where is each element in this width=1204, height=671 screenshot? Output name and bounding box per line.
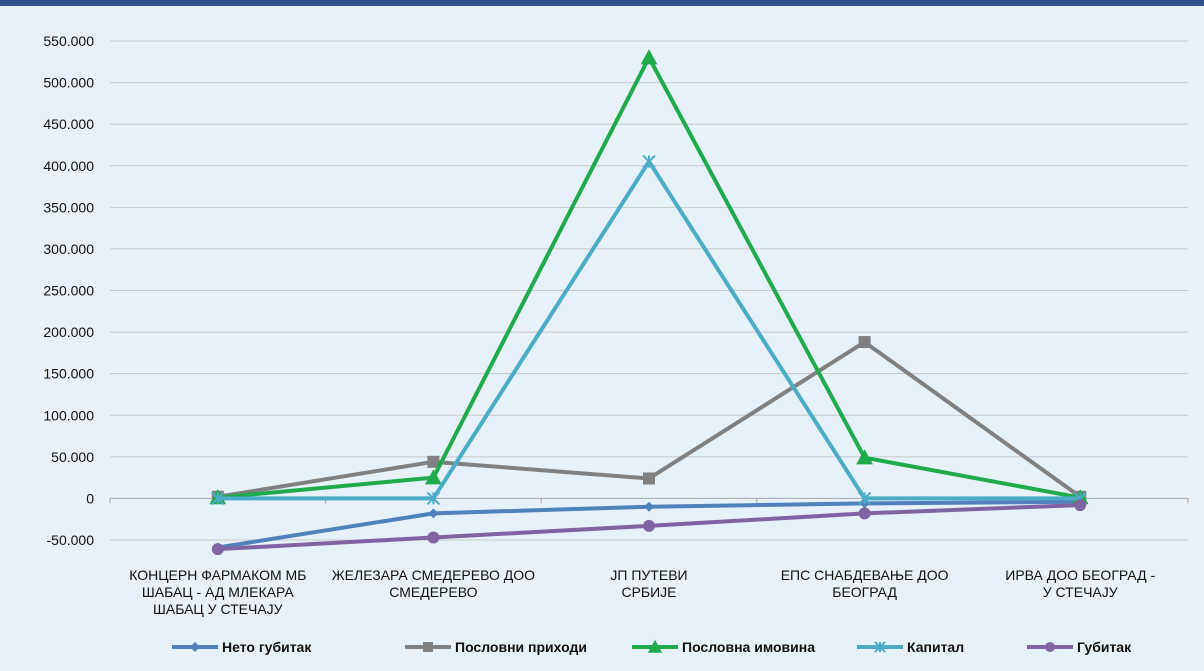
x-category-label: КОНЦЕРН ФАРМАКОМ МБ ШАБАЦ - АД МЛЕКАРА ШАБ… [129, 567, 306, 617]
y-tick-label: 250.000 [43, 283, 94, 299]
top-border [0, 0, 1204, 6]
y-tick-label: 550.000 [43, 33, 94, 49]
y-tick-label: -50.000 [47, 532, 95, 548]
data-point [427, 531, 440, 544]
y-tick-label: 100.000 [43, 407, 94, 423]
legend-label: Капитал [907, 639, 964, 655]
series-group [211, 499, 1087, 556]
series-line [217, 159, 1081, 501]
data-point [211, 491, 225, 506]
y-tick-label: 0 [86, 490, 94, 506]
legend-item: Пословни приходи [405, 639, 587, 655]
data-point [425, 469, 442, 485]
legend-item: Губитак [1027, 639, 1132, 655]
data-point [874, 641, 886, 653]
data-point [1045, 642, 1055, 652]
y-tick-label: 200.000 [43, 324, 94, 340]
data-point [643, 472, 655, 485]
legend-label: Нето губитак [222, 639, 312, 655]
legend-label: Пословна имовина [682, 639, 815, 655]
data-point [427, 455, 440, 468]
x-category-label: ИРВА ДОО БЕОГРАД -У СТЕЧАЈУ [1005, 567, 1155, 600]
legend: Нето губитак Пословни приходи Пословна имо… [172, 639, 1132, 655]
x-category-label: ЖЕЛЕЗАРА СМЕДЕРЕВО ДОО СМЕДЕРЕВО [332, 567, 535, 600]
legend-label: Губитак [1077, 639, 1132, 655]
data-point [190, 642, 200, 652]
legend-item: Капитал [857, 639, 964, 655]
data-point [642, 154, 656, 169]
y-tick-label: 50.000 [51, 449, 94, 465]
data-point [857, 491, 872, 506]
y-tick-label: 500.000 [43, 75, 94, 91]
series-group [211, 154, 1087, 506]
y-tick-label: 300.000 [43, 241, 94, 257]
data-point [644, 501, 654, 512]
data-point [428, 508, 439, 519]
x-category-label: ЕПС СНАБДЕВАЊЕ ДОО БЕОГРАД [781, 567, 949, 600]
series-group [209, 49, 1089, 505]
data-point [426, 491, 441, 506]
data-point [211, 543, 224, 556]
y-tick-label: 450.000 [43, 116, 94, 132]
data-point [647, 639, 663, 653]
y-axis: -50.000 0 50.000 100.000 150.000 200.000 250.0… [43, 33, 94, 548]
x-axis: КОНЦЕРН ФАРМАКОМ МБ ШАБАЦ - АД МЛЕКАРА ШАБ… [109, 498, 1189, 617]
gridlines [110, 40, 1188, 541]
legend-item: Пословна имовина [632, 639, 815, 655]
legend-label: Пословни приходи [455, 639, 587, 655]
series-group [211, 336, 1087, 503]
legend-item: Нето губитак [172, 639, 312, 655]
y-tick-label: 400.000 [43, 158, 94, 174]
data-point [643, 519, 655, 532]
data-point [1074, 499, 1087, 512]
data-point [858, 336, 871, 349]
y-tick-label: 150.000 [43, 366, 94, 382]
data-point [858, 507, 871, 520]
series-line [217, 55, 1081, 500]
data-point [640, 49, 658, 65]
data-point [423, 642, 433, 652]
y-tick-label: 350.000 [43, 199, 94, 215]
series-lines [209, 49, 1089, 556]
x-category-label: ЈП ПУТЕВИ СРБИЈЕ [610, 567, 687, 600]
data-point [856, 449, 873, 465]
